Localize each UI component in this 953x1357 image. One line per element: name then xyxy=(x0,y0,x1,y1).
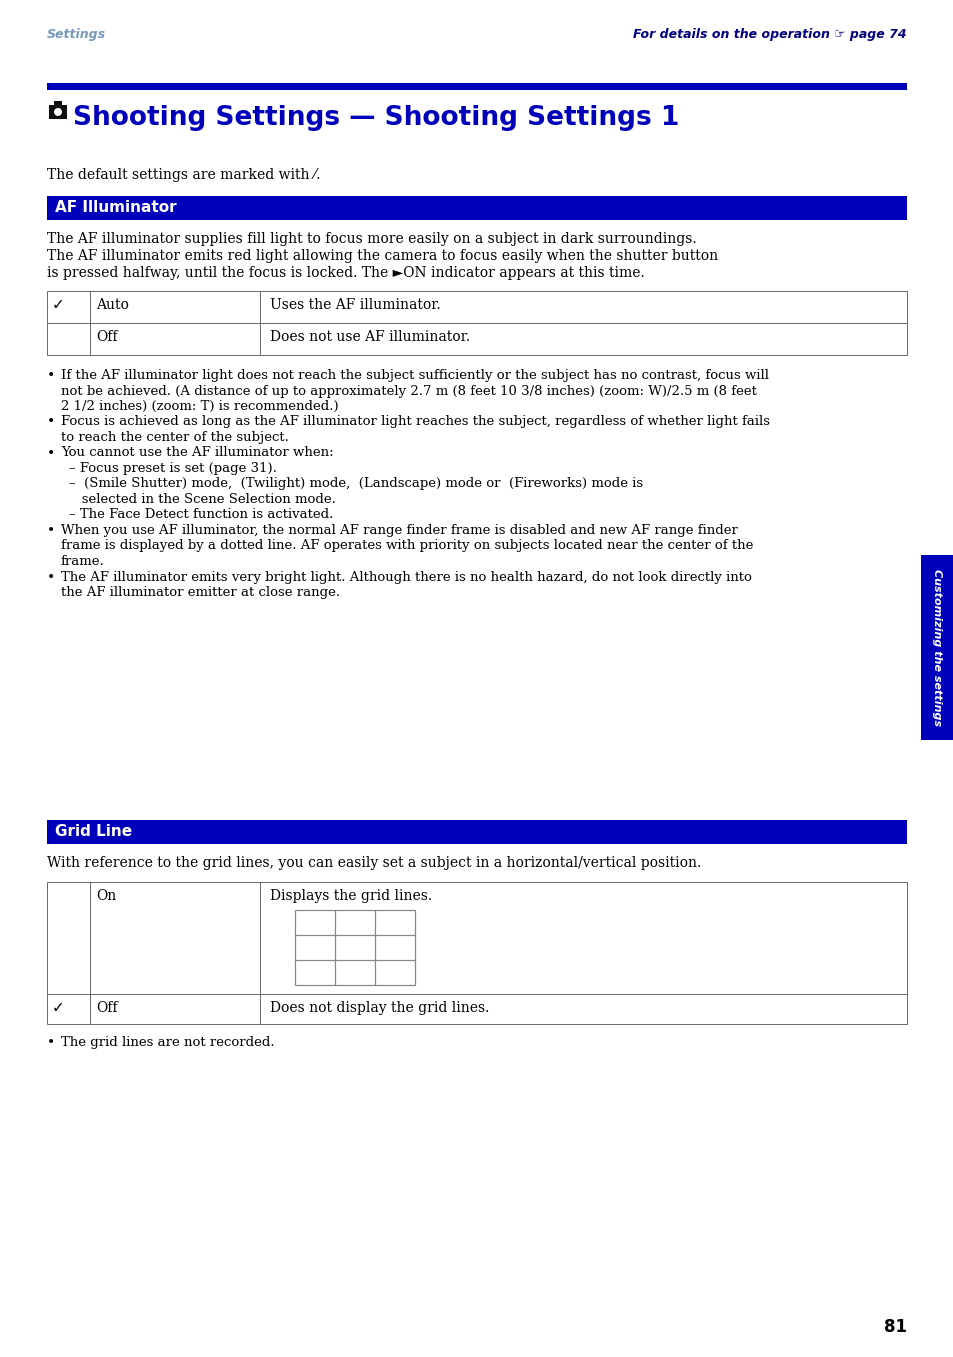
Bar xyxy=(47,882,906,993)
Text: Settings: Settings xyxy=(47,28,106,41)
Text: The grid lines are not recorded.: The grid lines are not recorded. xyxy=(61,1035,274,1049)
Bar xyxy=(54,100,62,106)
Text: Customizing the settings: Customizing the settings xyxy=(931,569,941,726)
Circle shape xyxy=(54,109,62,115)
Text: •: • xyxy=(47,524,55,537)
Bar xyxy=(49,104,67,119)
Text: Uses the AF illuminator.: Uses the AF illuminator. xyxy=(270,299,440,312)
Bar xyxy=(47,993,906,1025)
Text: If the AF illuminator light does not reach the subject sufficiently or the subje: If the AF illuminator light does not rea… xyxy=(61,369,768,383)
Text: On: On xyxy=(96,889,116,902)
Text: •: • xyxy=(47,446,55,460)
Text: Displays the grid lines.: Displays the grid lines. xyxy=(270,889,432,902)
Text: AF Illuminator: AF Illuminator xyxy=(55,199,176,214)
Text: – Focus preset is set (page 31).: – Focus preset is set (page 31). xyxy=(69,461,276,475)
Bar xyxy=(47,820,906,844)
Text: not be achieved. (A distance of up to approximately 2.7 m (8 feet 10 3/8 inches): not be achieved. (A distance of up to ap… xyxy=(61,384,756,398)
Text: Auto: Auto xyxy=(96,299,129,312)
Text: to reach the center of the subject.: to reach the center of the subject. xyxy=(61,432,289,444)
Text: frame is displayed by a dotted line. AF operates with priority on subjects locat: frame is displayed by a dotted line. AF … xyxy=(61,540,753,552)
Text: •: • xyxy=(47,369,55,383)
Text: The AF illuminator emits very bright light. Although there is no health hazard, : The AF illuminator emits very bright lig… xyxy=(61,570,751,584)
Text: Focus is achieved as long as the AF illuminator light reaches the subject, regar: Focus is achieved as long as the AF illu… xyxy=(61,415,769,429)
Text: is pressed halfway, until the focus is locked. The ►ON indicator appears at this: is pressed halfway, until the focus is l… xyxy=(47,266,644,280)
Text: The default settings are marked with ⁄.: The default settings are marked with ⁄. xyxy=(47,168,320,182)
Text: Off: Off xyxy=(96,330,117,345)
Text: For details on the operation ☞ page 74: For details on the operation ☞ page 74 xyxy=(633,28,906,41)
Bar xyxy=(47,195,906,220)
Text: 2 1/2 inches) (zoom: T) is recommended.): 2 1/2 inches) (zoom: T) is recommended.) xyxy=(61,400,338,413)
Bar xyxy=(47,83,906,90)
Text: the AF illuminator emitter at close range.: the AF illuminator emitter at close rang… xyxy=(61,586,340,598)
Bar xyxy=(47,323,906,356)
Text: Does not display the grid lines.: Does not display the grid lines. xyxy=(270,1001,489,1015)
Text: Grid Line: Grid Line xyxy=(55,824,132,839)
Text: 81: 81 xyxy=(883,1318,906,1337)
Bar xyxy=(920,555,953,740)
Text: You cannot use the AF illuminator when:: You cannot use the AF illuminator when: xyxy=(61,446,334,460)
Text: •: • xyxy=(47,1035,55,1050)
Text: When you use AF illuminator, the normal AF range finder frame is disabled and ne: When you use AF illuminator, the normal … xyxy=(61,524,737,537)
Text: •: • xyxy=(47,415,55,430)
Text: •: • xyxy=(47,570,55,585)
Text: Shooting Settings — Shooting Settings 1: Shooting Settings — Shooting Settings 1 xyxy=(73,104,679,132)
Text: frame.: frame. xyxy=(61,555,105,569)
Text: –  (Smile Shutter) mode,  (Twilight) mode,  (Landscape) mode or  (Fireworks) mod: – (Smile Shutter) mode, (Twilight) mode,… xyxy=(69,478,642,490)
Text: ✓: ✓ xyxy=(52,297,65,312)
Bar xyxy=(47,290,906,323)
Text: – The Face Detect function is activated.: – The Face Detect function is activated. xyxy=(69,509,333,521)
Bar xyxy=(294,911,415,985)
Text: Does not use AF illuminator.: Does not use AF illuminator. xyxy=(270,330,470,345)
Text: With reference to the grid lines, you can easily set a subject in a horizontal/v: With reference to the grid lines, you ca… xyxy=(47,856,700,870)
Text: ✓: ✓ xyxy=(52,1000,65,1015)
Text: The AF illuminator supplies fill light to focus more easily on a subject in dark: The AF illuminator supplies fill light t… xyxy=(47,232,696,246)
Text: The AF illuminator emits red light allowing the camera to focus easily when the : The AF illuminator emits red light allow… xyxy=(47,248,718,263)
Text: selected in the Scene Selection mode.: selected in the Scene Selection mode. xyxy=(69,493,335,506)
Text: Off: Off xyxy=(96,1001,117,1015)
